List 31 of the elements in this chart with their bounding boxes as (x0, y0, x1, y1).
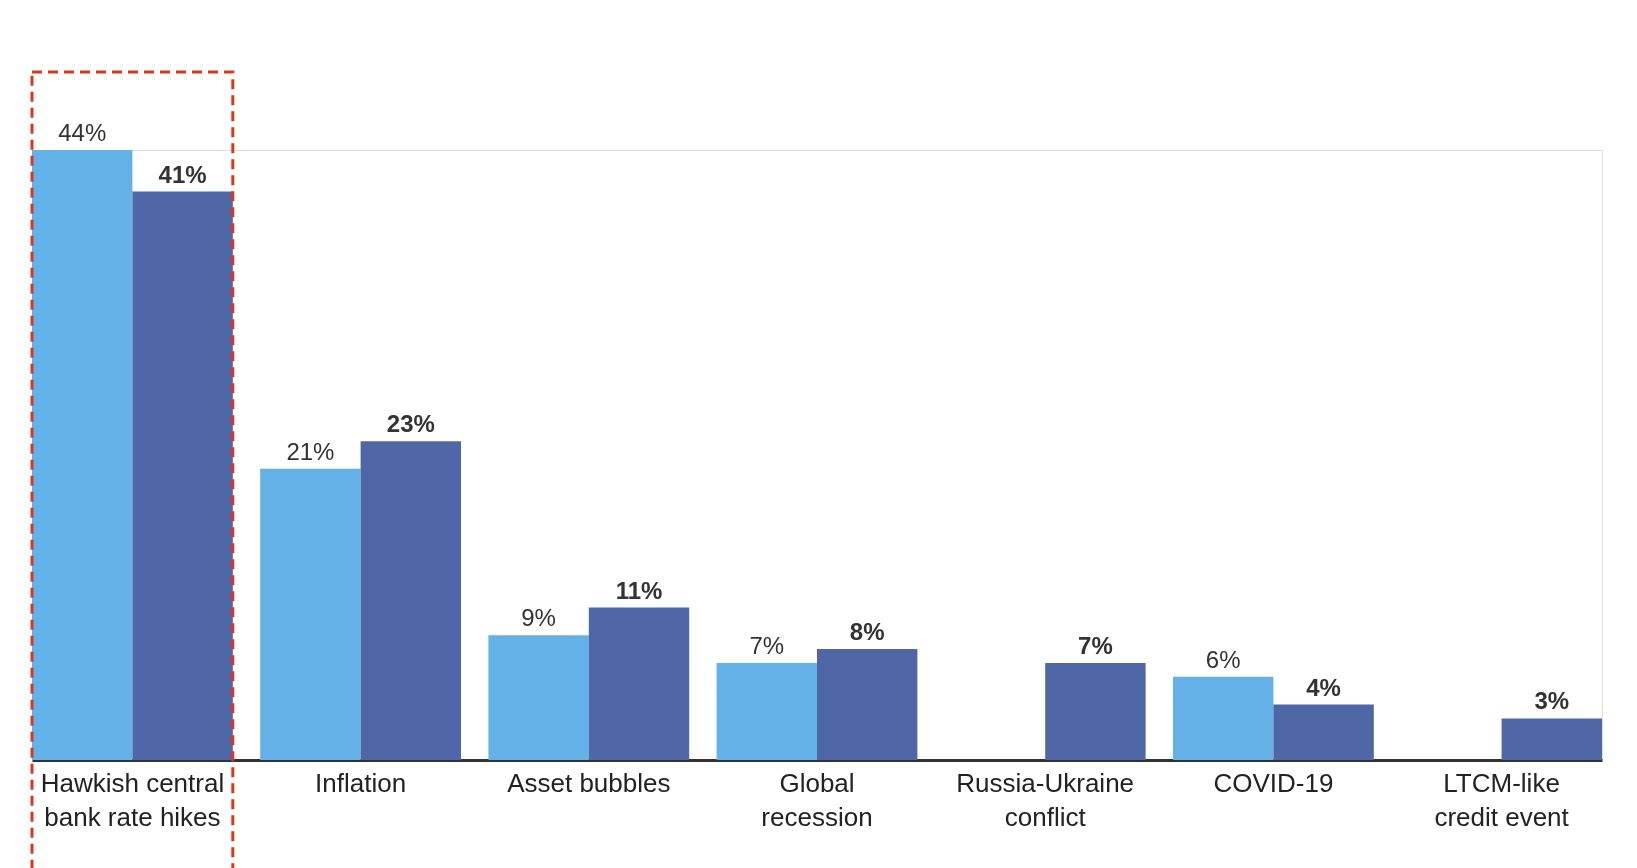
data-label: 21% (286, 437, 335, 465)
data-label: 7% (749, 631, 785, 659)
data-label: 7% (1078, 631, 1113, 659)
x-tick-label: Inflation (315, 767, 407, 798)
bar (817, 649, 918, 760)
x-tick-label: Russia-Ukraine conflict (956, 767, 1135, 832)
bar (1045, 662, 1146, 760)
x-tick-label: COVID-19 (1213, 767, 1334, 798)
x-tick-label: Global recession (761, 767, 873, 832)
data-label: 8% (849, 618, 885, 646)
data-label: 44% (58, 119, 107, 146)
bar (1501, 718, 1602, 760)
x-tick-label: LTCM-like credit event (1434, 767, 1570, 832)
bar (132, 191, 233, 760)
data-label: 41% (158, 160, 207, 188)
data-label: 6% (1205, 645, 1241, 673)
data-label: 9% (521, 604, 556, 632)
bar (360, 441, 462, 760)
bar (32, 150, 133, 760)
data-label: 4% (1306, 673, 1341, 701)
data-label: 23% (386, 410, 435, 438)
bar (1273, 704, 1374, 760)
bar (488, 635, 589, 760)
bar (716, 662, 817, 760)
x-tick-label: Asset bubbles (507, 767, 671, 798)
bar (260, 468, 361, 760)
data-label: 3% (1534, 687, 1570, 715)
data-label: 11% (615, 576, 663, 604)
bar (1172, 676, 1274, 760)
x-tick-label: Hawkish central bank rate hikes (40, 767, 225, 832)
bar (588, 607, 690, 760)
